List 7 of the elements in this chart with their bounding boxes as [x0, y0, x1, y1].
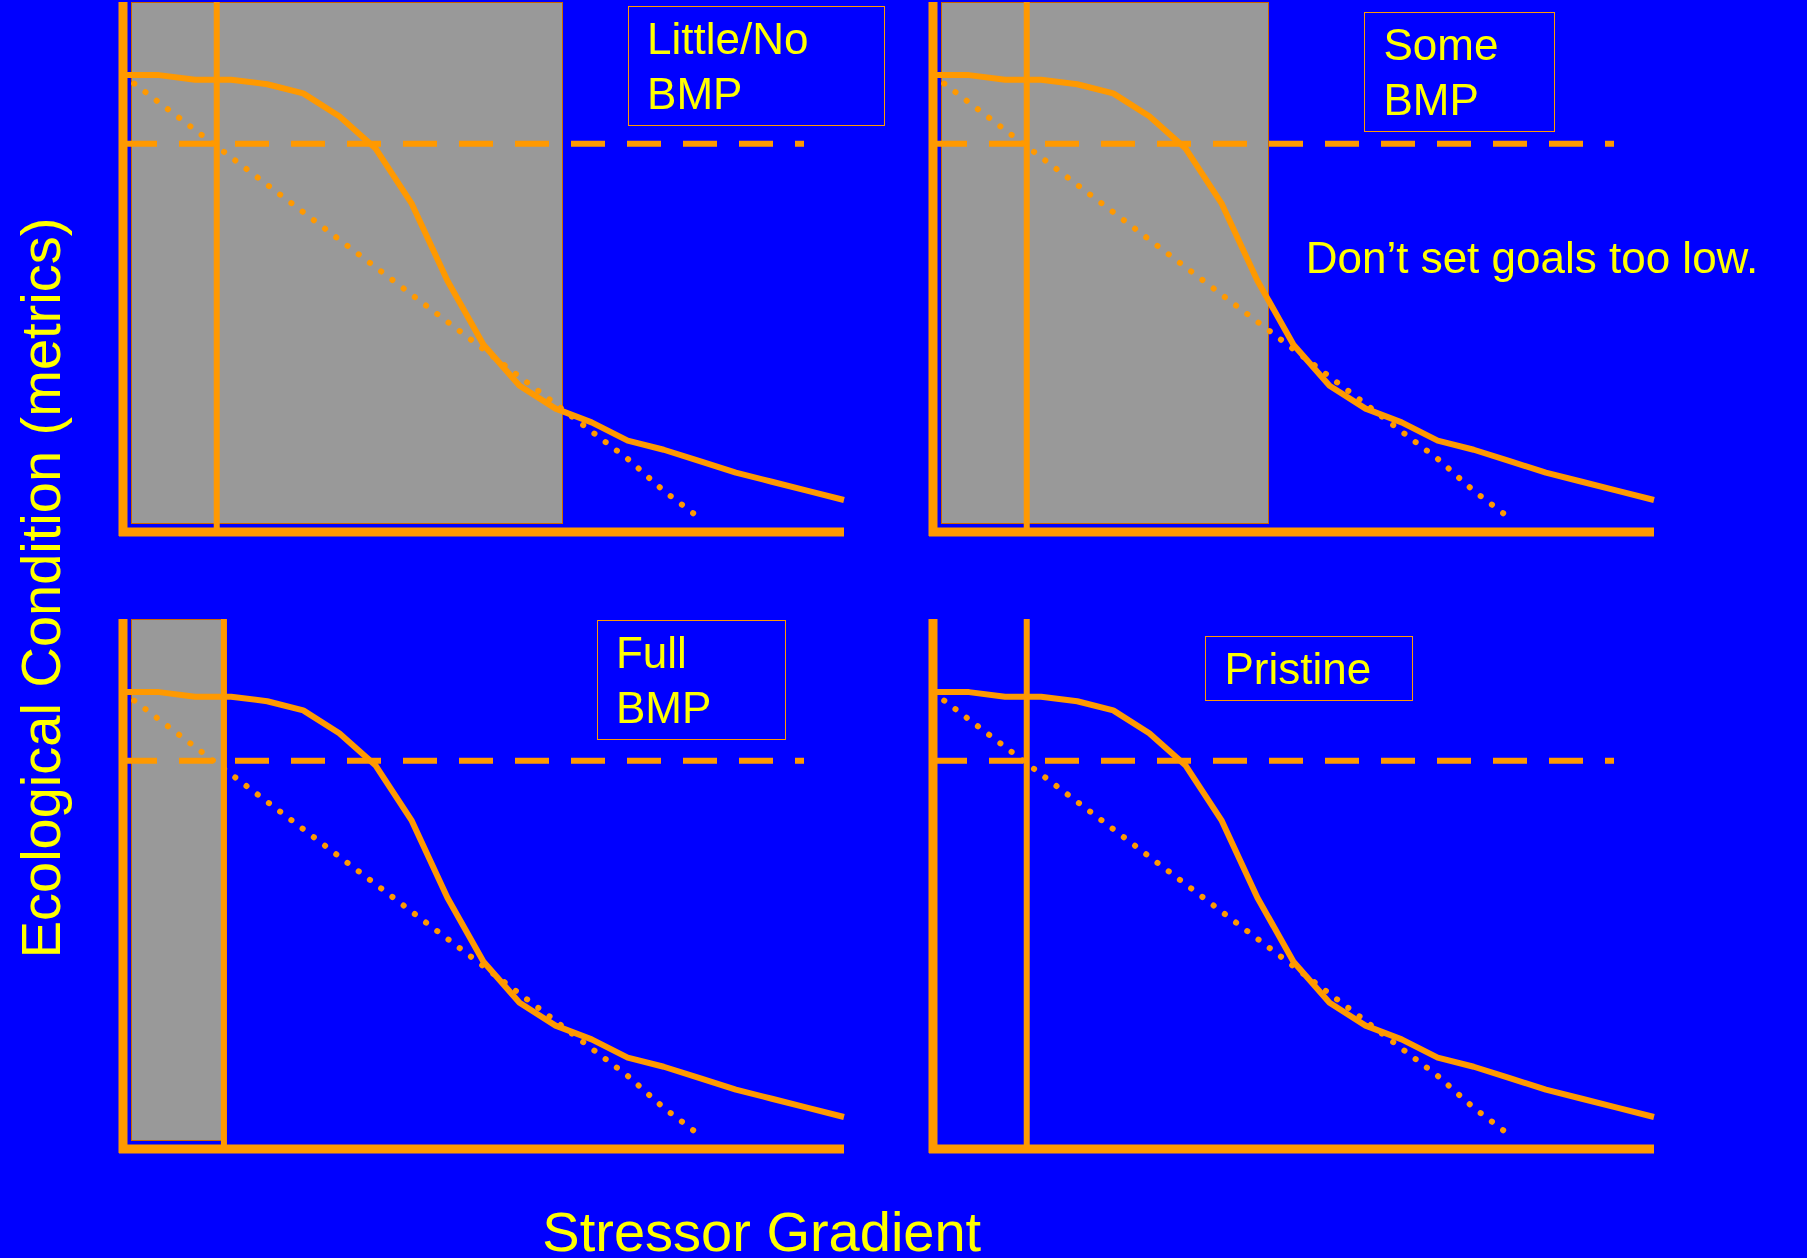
annotation: Pristine	[1205, 636, 1413, 702]
y-axis-title: Ecological Condition (metrics)	[7, 217, 73, 959]
annotation: Little/No BMP	[628, 5, 886, 126]
annotation: Some BMP	[1364, 11, 1555, 132]
x-axis-title: Stressor Gradient	[542, 1198, 982, 1258]
annotation: Don’t set goals too low.	[1305, 232, 1759, 285]
annotation: Full BMP	[596, 620, 786, 740]
